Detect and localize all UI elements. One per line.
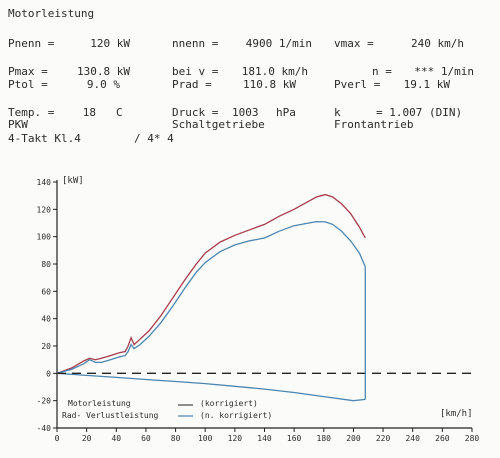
x-tick-label: 220 <box>376 434 391 443</box>
y-tick-label: 80 <box>41 260 51 269</box>
druck-label: Druck = <box>172 106 219 119</box>
pverl-label: Pverl = <box>334 78 381 91</box>
drive-type: Frontantrieb <box>334 118 414 131</box>
y-tick-label: 100 <box>37 233 52 242</box>
x-tick-label: 80 <box>171 434 181 443</box>
series-line-3 <box>56 372 366 402</box>
legend-line1-note: (korrigiert) <box>200 399 258 408</box>
x-tick-label: 40 <box>111 434 121 443</box>
y-tick-label: 40 <box>41 315 51 324</box>
druck-unit: hPa <box>276 106 296 119</box>
k-label: k <box>334 106 341 119</box>
legend-line2-note: (n. korrigiert) <box>200 411 272 420</box>
x-tick-label: 60 <box>141 434 151 443</box>
x-tick-label: 100 <box>198 434 213 443</box>
x-tick-label: 260 <box>435 434 450 443</box>
vehicle-type: PKW <box>8 118 28 131</box>
y-tick-label: 120 <box>37 205 52 214</box>
y-tick-group: -40 -20 0 20 40 60 80 100 120 140 <box>37 178 57 433</box>
x-tick-label: 240 <box>405 434 420 443</box>
pnenn-value: 120 kW <box>90 37 130 50</box>
legend: Motorleistung (korrigiert) Rad- Verlustl… <box>62 399 272 420</box>
y-tick-label: 0 <box>46 369 51 378</box>
temp-value: 18 <box>82 106 96 119</box>
x-tick-label: 0 <box>55 434 60 443</box>
pmax-value: 130.8 kW <box>77 65 130 78</box>
temp-unit: C <box>116 106 123 119</box>
n-value: *** 1/min <box>414 65 474 78</box>
pmax-label: Pmax = <box>8 65 48 78</box>
x-tick-label: 140 <box>257 434 272 443</box>
page-title: Motorleistung <box>8 7 95 20</box>
beiv-value: 181.0 km/h <box>241 65 308 78</box>
k-value: = 1.007 (DIN) <box>376 106 463 119</box>
engine-code: / 4* 4 <box>134 132 174 145</box>
vmax-label: vmax = <box>334 37 374 50</box>
druck-value: 1003 <box>232 106 259 119</box>
x-tick-label: 200 <box>346 434 361 443</box>
x-tick-group: 0 20 40 60 80 100 120 140 160 180 200 220 240 260 280 <box>55 428 480 443</box>
x-axis-label: [km/h] <box>440 409 473 419</box>
y-tick-label: 20 <box>41 342 51 351</box>
vmax-value: 240 km/h <box>411 37 464 50</box>
series-line-1 <box>56 193 366 374</box>
y-axis-label: [kW] <box>62 176 84 186</box>
x-tick-label: 20 <box>82 434 92 443</box>
prad-label: Prad = <box>172 78 212 91</box>
pnenn-label: Pnenn = <box>8 37 55 50</box>
ptol-value: 9.0 % <box>86 78 120 91</box>
x-tick-label: 180 <box>317 434 332 443</box>
y-tick-label: 60 <box>41 287 51 296</box>
y-tick-label: -40 <box>37 424 52 433</box>
y-tick-label: -20 <box>37 397 52 406</box>
n-label: n = <box>372 65 392 78</box>
series-line-2 <box>56 220 366 374</box>
x-tick-label: 160 <box>287 434 302 443</box>
pverl-value: 19.1 kW <box>403 78 450 91</box>
series-group <box>56 193 472 402</box>
temp-label: Temp. = <box>8 106 55 119</box>
x-tick-label: 280 <box>465 434 480 443</box>
prad-value: 110.8 kW <box>243 78 296 91</box>
beiv-label: bei v = <box>172 65 219 78</box>
y-tick-label: 140 <box>37 178 52 187</box>
nnenn-label: nnenn = <box>172 37 219 50</box>
legend-line2-label: Rad- Verlustleistung <box>62 411 159 420</box>
ptol-label: Ptol = <box>8 78 48 91</box>
legend-line1-label: Motorleistung <box>68 399 131 408</box>
x-tick-label: 120 <box>228 434 243 443</box>
gearbox-type: Schaltgetriebe <box>172 118 265 131</box>
engine-class: 4-Takt Kl.4 <box>8 132 81 145</box>
nnenn-value: 4900 1/min <box>245 37 312 50</box>
